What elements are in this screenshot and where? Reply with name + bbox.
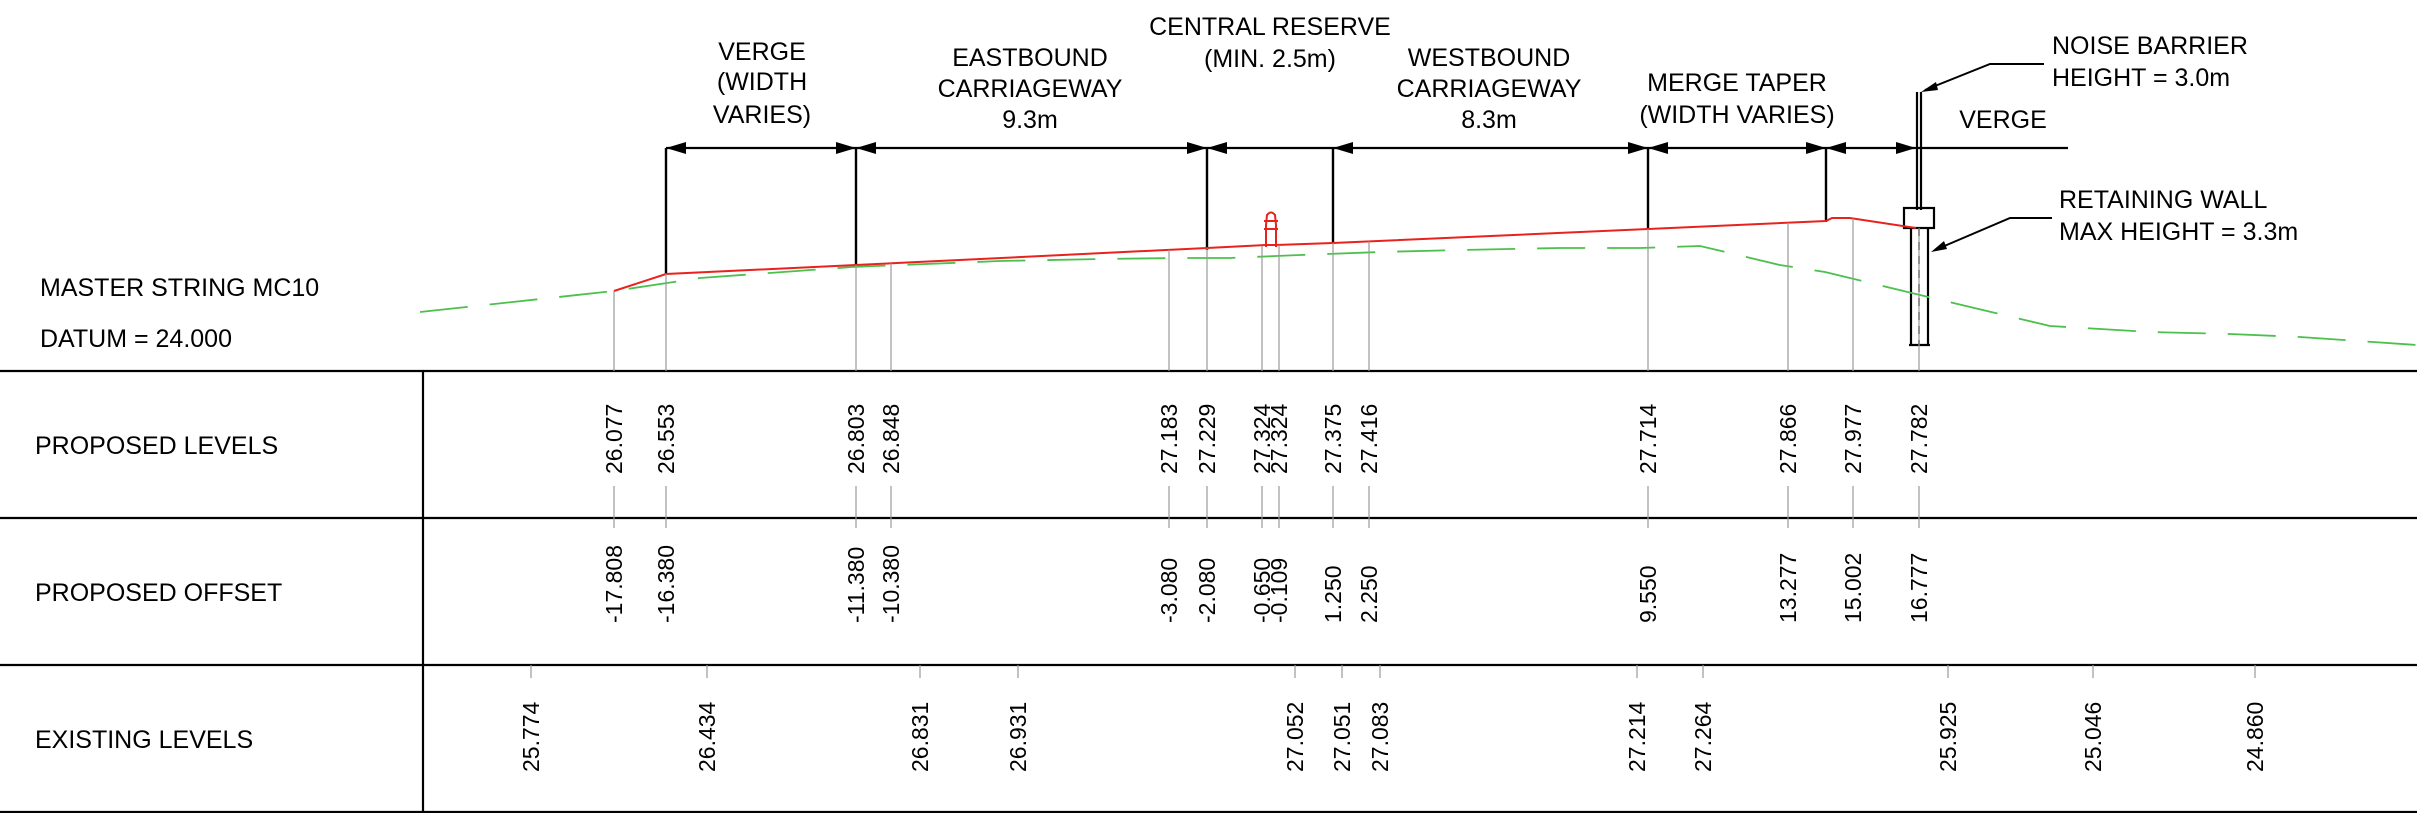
header-labels: MASTER STRING MC10 DATUM = 24.000 (40, 274, 319, 353)
existing-level-value: 24.860 (2242, 702, 2268, 772)
proposed-level-value: 26.077 (601, 404, 627, 474)
proposed-level-value: 26.848 (878, 404, 904, 474)
proposed-level-value: 27.183 (1156, 404, 1182, 474)
datum-label: DATUM = 24.000 (40, 325, 232, 353)
proposed-level-value: 27.375 (1320, 404, 1346, 474)
dimension-chain (664, 142, 2068, 274)
merge-taper-label-1: MERGE TAPER (1647, 69, 1827, 97)
existing-level-value: 27.051 (1329, 702, 1355, 772)
central-reserve-label-2: (MIN. 2.5m) (1204, 45, 1336, 73)
proposed-offset-value: -10.380 (878, 545, 904, 623)
proposed-level-value: 27.714 (1635, 403, 1661, 474)
proposed-level-value: 27.229 (1194, 404, 1220, 474)
proposed-level-values: 26.077 26.553 26.803 26.848 27.183 27.229 27.3… (601, 403, 1932, 474)
proposed-offset-value: -2.080 (1194, 558, 1220, 623)
existing-level-value: 26.434 (694, 701, 720, 772)
existing-ground-line (419, 245, 2417, 346)
existing-level-value: 27.214 (1624, 701, 1650, 772)
westbound-label-1: WESTBOUND (1408, 44, 1571, 72)
proposed-offset-value: -17.808 (601, 545, 627, 623)
central-reserve-label-1: CENTRAL RESERVE (1149, 13, 1391, 41)
proposed-level-value: 27.324 (1266, 403, 1292, 474)
proposed-tick-lines (613, 218, 1920, 528)
eastbound-label-1: EASTBOUND (952, 44, 1108, 72)
eastbound-label-3: 9.3m (1002, 106, 1058, 134)
proposed-offset-value: 9.550 (1635, 565, 1661, 623)
proposed-offset-value: -11.380 (843, 547, 869, 623)
proposed-level-value: 27.782 (1906, 404, 1932, 474)
retaining-wall-label-1: RETAINING WALL (2059, 186, 2267, 214)
proposed-level-value: 27.416 (1356, 404, 1382, 474)
proposed-offset-value: -0.650 (1249, 558, 1275, 623)
proposed-offset-value: 15.002 (1840, 553, 1866, 623)
noise-barrier-arrowhead (1921, 82, 1938, 92)
noise-barrier-leader (1924, 63, 2044, 91)
retaining-wall-cap (1902, 206, 1936, 230)
existing-level-value: 26.931 (1005, 702, 1031, 772)
proposed-offset-value: -16.380 (653, 545, 679, 623)
existing-level-value: 27.052 (1282, 702, 1308, 772)
existing-level-value: 25.774 (518, 701, 544, 772)
proposed-level-value: 27.977 (1840, 404, 1866, 474)
existing-level-value: 26.831 (907, 702, 933, 772)
existing-level-value: 25.925 (1935, 702, 1961, 772)
proposed-offset-value: -3.080 (1156, 558, 1182, 623)
noise-barrier-label-2: HEIGHT = 3.0m (2052, 64, 2230, 92)
proposed-profile-line (613, 217, 1917, 292)
verge-left-label-3: VARIES) (713, 101, 811, 129)
proposed-level-value: 27.324 (1249, 403, 1275, 474)
proposed-level-value: 26.553 (653, 404, 679, 474)
verge-left-label-2: (WIDTH (717, 68, 807, 96)
proposed-level-value: 26.803 (843, 404, 869, 474)
proposed-level-value: 27.866 (1775, 404, 1801, 474)
retaining-wall-leader (1934, 217, 2052, 251)
row-label-proposed-offset: PROPOSED OFFSET (35, 579, 282, 607)
section-labels: VERGE (WIDTH VARIES) EASTBOUND CARRIAGEW… (713, 13, 2047, 134)
noise-barrier-label-1: NOISE BARRIER (2052, 32, 2248, 60)
central-barrier (1264, 211, 1278, 247)
proposed-offset-value: 1.250 (1320, 565, 1346, 623)
proposed-offset-value: -0.109 (1266, 558, 1292, 623)
verge-left-label-1: VERGE (718, 38, 806, 66)
eastbound-label-2: CARRIAGEWAY (938, 75, 1123, 103)
proposed-offset-value: 13.277 (1775, 553, 1801, 623)
noise-barrier-structure (1915, 92, 1923, 210)
verge-right-label: VERGE (1959, 106, 2047, 134)
westbound-label-2: CARRIAGEWAY (1397, 75, 1582, 103)
dimension-arrowheads (666, 142, 1916, 154)
row-label-proposed-levels: PROPOSED LEVELS (35, 432, 278, 460)
master-string-label: MASTER STRING MC10 (40, 274, 319, 302)
row-label-existing-levels: EXISTING LEVELS (35, 726, 253, 754)
callouts: NOISE BARRIER HEIGHT = 3.0m RETAINING WA… (1921, 32, 2298, 252)
retaining-wall-label-2: MAX HEIGHT = 3.3m (2059, 218, 2298, 246)
retaining-wall-arrowhead (1931, 241, 1947, 252)
proposed-offset-value: 16.777 (1906, 553, 1932, 623)
proposed-offset-value: 2.250 (1356, 565, 1382, 623)
proposed-offset-values: -17.808 -16.380 -11.380 -10.380 -3.080 -2.080… (601, 545, 1932, 623)
existing-level-value: 27.083 (1367, 702, 1393, 772)
data-table: PROPOSED LEVELS PROPOSED OFFSET EXISTING… (0, 369, 2417, 813)
merge-taper-label-2: (WIDTH VARIES) (1639, 101, 1834, 129)
existing-level-value: 27.264 (1690, 701, 1716, 772)
existing-level-values: 25.774 26.434 26.831 26.931 27.052 27.051 27.0… (518, 665, 2268, 772)
central-barrier-outline (1265, 211, 1277, 247)
westbound-label-3: 8.3m (1461, 106, 1517, 134)
existing-level-value: 25.046 (2080, 702, 2106, 772)
